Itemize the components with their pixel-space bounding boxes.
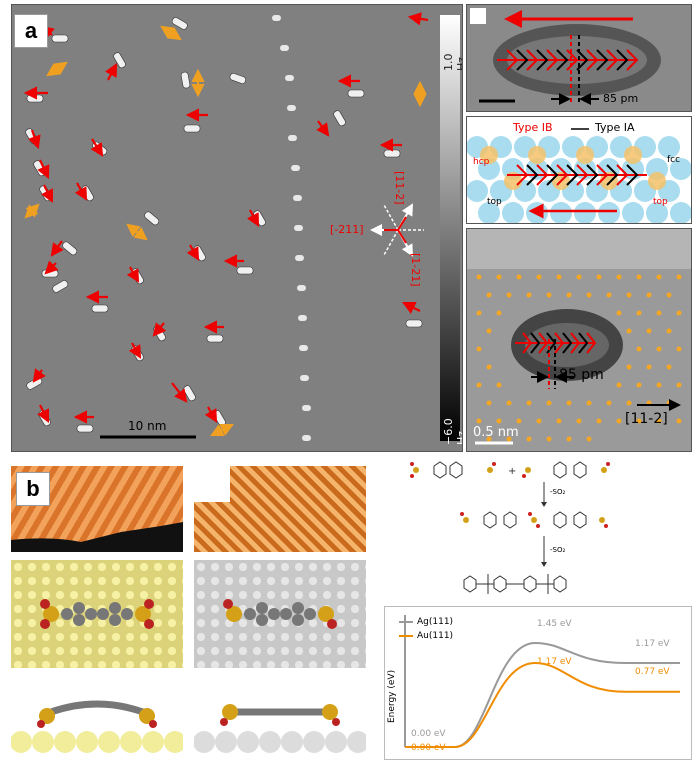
inset-bottom-measure: 85 pm bbox=[559, 367, 604, 383]
step-edge bbox=[272, 15, 311, 441]
legend-au-label: Au(111) bbox=[417, 631, 454, 641]
label-ag-start: 0.00 eV bbox=[411, 729, 446, 739]
label-ag-peak: 1.45 eV bbox=[537, 619, 572, 629]
panel-b-stm-right bbox=[194, 466, 366, 552]
colorbar-bottom-label: −6.0 Hz bbox=[442, 418, 463, 445]
model-top-au bbox=[194, 560, 366, 668]
legend-au: Au(111) bbox=[399, 631, 453, 641]
label-au-start: 0.00 eV bbox=[411, 743, 446, 753]
scale-bar-a-label: 10 nm bbox=[128, 419, 167, 433]
scheme-type-ia: Type IA bbox=[595, 121, 635, 134]
scheme-top-left: top bbox=[487, 197, 502, 207]
legend-ag-label: Ag(111) bbox=[417, 617, 454, 627]
energy-chart-svg bbox=[404, 615, 680, 748]
legend-ag: Ag(111) bbox=[399, 617, 453, 627]
legend-ag-swatch bbox=[399, 621, 413, 623]
model-side-au bbox=[193, 676, 369, 756]
dir-label-11-2: [11-2] bbox=[393, 171, 406, 205]
minus-so2-2: -SO₂ bbox=[550, 546, 566, 554]
inset-bottom-scale: 0.5 nm bbox=[473, 425, 519, 440]
panel-label-b: b bbox=[16, 472, 50, 506]
direction-star bbox=[370, 203, 424, 257]
reaction-scheme: + -SO₂ -SO₂ bbox=[394, 452, 694, 602]
dir-label-211: [-211] bbox=[330, 223, 364, 236]
label-au-peak: 1.17 eV bbox=[537, 657, 572, 667]
panel-label-a: a bbox=[14, 14, 48, 48]
series-line-ag bbox=[405, 641, 680, 748]
inset-scheme: Type IB Type IA hcp fcc top top bbox=[466, 116, 692, 224]
scheme-top-right: top bbox=[653, 197, 668, 207]
label-ag-end: 1.17 eV bbox=[635, 639, 670, 649]
svg-text:+: + bbox=[508, 466, 516, 477]
model-side-ag bbox=[10, 676, 186, 756]
scheme-fcc: fcc bbox=[667, 155, 681, 165]
scheme-type-ib: Type IB bbox=[513, 121, 553, 134]
colorbar bbox=[440, 15, 460, 441]
series-line-au bbox=[405, 662, 680, 748]
afm-map bbox=[12, 5, 462, 451]
scheme-hcp: hcp bbox=[473, 157, 490, 167]
label-au-end: 0.77 eV bbox=[635, 667, 670, 677]
inset-bottom-direction: [11-2] bbox=[625, 411, 668, 427]
inset-bottom-image: 85 pm 0.5 nm [11-2] bbox=[466, 228, 692, 452]
model-top-ag bbox=[11, 560, 183, 668]
dir-label-1-21: [1-21] bbox=[409, 253, 422, 287]
orange-arrows bbox=[24, 25, 427, 436]
red-arrows bbox=[23, 12, 429, 424]
energy-ylabel: Energy (eV) bbox=[387, 669, 397, 723]
minus-so2-1: -SO₂ bbox=[550, 488, 566, 496]
inset-top-measure: 85 pm bbox=[603, 92, 639, 105]
panel-a-image: [11-2] [-211] [1-21] 1.0 Hz −6.0 Hz 10 n… bbox=[11, 4, 463, 452]
energy-chart: Energy (eV) Ag(111) Au(111) 0.00 eV 0.00… bbox=[384, 606, 692, 760]
inset-top-image: 85 pm bbox=[466, 4, 692, 112]
colorbar-top-label: 1.0 Hz bbox=[442, 53, 463, 72]
legend-au-swatch bbox=[399, 635, 413, 637]
